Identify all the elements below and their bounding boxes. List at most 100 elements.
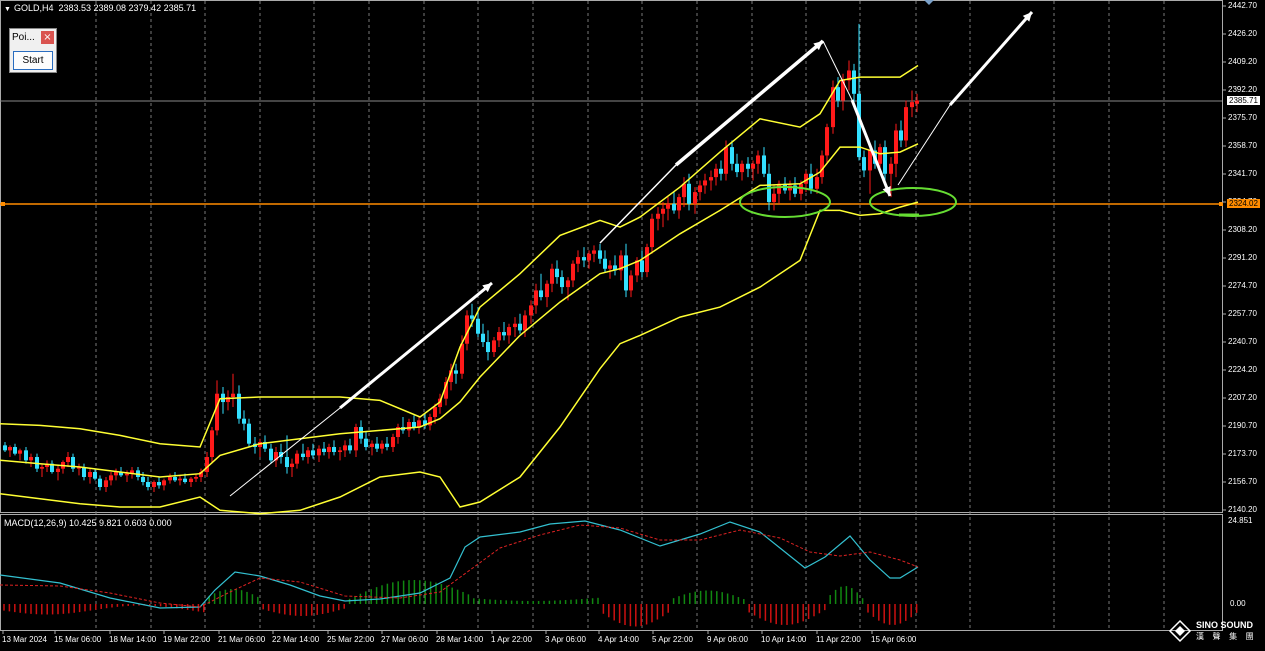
candle-bearish [555, 268, 559, 278]
macd-histogram-bar [678, 596, 680, 604]
level-price-tag: 2324.02 [1227, 199, 1260, 208]
macd-histogram-bar [246, 591, 248, 604]
macd-histogram-bar [764, 604, 767, 621]
candle-bullish [56, 468, 60, 473]
candle-bearish [348, 445, 352, 451]
macd-histogram-bar [624, 604, 626, 626]
macd-histogram-bar [456, 589, 459, 604]
candle-bearish [687, 183, 691, 204]
macd-histogram-bar [888, 604, 891, 625]
candle-bearish [263, 442, 267, 449]
candle-bearish [82, 467, 86, 478]
macd-histogram-bar [343, 604, 345, 609]
macd-histogram-bar [683, 594, 686, 604]
price-tick-label: 2257.70 [1228, 309, 1257, 318]
macd-histogram-bar [608, 604, 610, 618]
dropdown-triangle-icon[interactable]: ▼ [4, 6, 11, 13]
candle-bullish [465, 315, 469, 344]
candle-bearish [50, 463, 54, 473]
time-tick-label: 11 Apr 22:00 [816, 635, 861, 644]
macd-histogram-bar [516, 600, 518, 604]
macd-histogram-bar [662, 604, 664, 617]
candle-bullish [391, 437, 395, 448]
start-button[interactable]: Start [13, 51, 53, 70]
candle-bearish [476, 318, 480, 334]
time-tick-label: 3 Apr 06:00 [545, 635, 586, 644]
macd-histogram-bar [41, 604, 43, 615]
candle-bearish [502, 332, 506, 336]
macd-histogram-bar [467, 594, 470, 604]
candle-bullish [841, 80, 845, 101]
candle-bearish [385, 443, 389, 448]
macd-histogram-bar [402, 580, 405, 604]
macd-histogram-bar [316, 604, 318, 615]
candle-bullish [619, 255, 623, 271]
candle-bearish [146, 482, 150, 488]
candle-bullish [210, 430, 214, 458]
macd-histogram-bar [51, 604, 54, 615]
candle-bullish [417, 420, 421, 428]
macd-histogram-bar [732, 595, 734, 604]
macd-histogram-bar [651, 604, 653, 623]
macd-histogram-bar [591, 598, 594, 604]
candle-bearish [603, 258, 607, 269]
macd-histogram-bar [786, 604, 788, 625]
macd-histogram-bar [57, 604, 59, 615]
candle-bearish [672, 203, 676, 211]
macd-histogram-bar [597, 597, 599, 604]
candle-bullish [205, 457, 209, 473]
macd-histogram-bar [321, 604, 324, 615]
macd-histogram-bar [100, 604, 102, 609]
macd-histogram-bar [267, 604, 270, 611]
candle-bullish [740, 163, 744, 173]
candle-bearish [518, 323, 522, 331]
candle-bearish [539, 290, 543, 298]
macd-histogram-bar [24, 604, 27, 614]
macd-histogram-bar [132, 604, 135, 606]
close-icon[interactable]: × [41, 31, 54, 44]
candle-bullish [889, 163, 893, 174]
time-tick-label: 1 Apr 22:00 [491, 635, 532, 644]
ohlc-values: 2383.53 2389.08 2379.42 2385.71 [58, 3, 197, 13]
candle-bullish [545, 283, 549, 298]
macd-histogram-bar [392, 582, 394, 604]
macd-histogram-bar [462, 591, 464, 604]
candle-bullish [868, 150, 872, 171]
support-ellipse-2 [869, 187, 957, 217]
candle-bullish [178, 478, 182, 481]
candle-bullish [550, 268, 554, 284]
logo-name: SINO SOUND [1196, 620, 1254, 630]
candle-bullish [815, 177, 819, 189]
candle-bullish [682, 183, 686, 198]
candle-bearish [481, 333, 485, 343]
macd-pane-border [0, 514, 1223, 631]
candle-bullish [910, 102, 914, 108]
macd-histogram-bar [554, 600, 556, 604]
candle-bearish [719, 168, 723, 174]
candle-bullish [656, 213, 660, 219]
macd-histogram-bar [640, 604, 642, 626]
candle-bullish [635, 260, 639, 276]
candle-bearish [613, 265, 617, 271]
candle-bearish [285, 457, 289, 468]
candle-bearish [899, 130, 903, 141]
macd-histogram-bar [68, 604, 70, 614]
candle-bullish [88, 472, 92, 478]
candle-bearish [852, 70, 856, 94]
candle-bullish [109, 475, 113, 481]
macd-histogram-bar [127, 604, 129, 606]
macd-histogram-bar [332, 604, 335, 612]
macd-histogram-bar [705, 590, 707, 604]
macd-histogram-bar [635, 604, 637, 627]
candle-bearish [730, 147, 734, 164]
time-tick-label: 13 Mar 2024 [2, 635, 47, 644]
candle-bullish [566, 280, 570, 288]
candle-bearish [359, 427, 363, 439]
macd-histogram-bar [672, 598, 675, 604]
candle-bearish [560, 277, 564, 288]
time-tick-label: 15 Apr 06:00 [871, 635, 917, 644]
candle-bullish [661, 208, 665, 214]
candle-bearish [269, 448, 273, 461]
macd-histogram-bar [413, 580, 416, 604]
